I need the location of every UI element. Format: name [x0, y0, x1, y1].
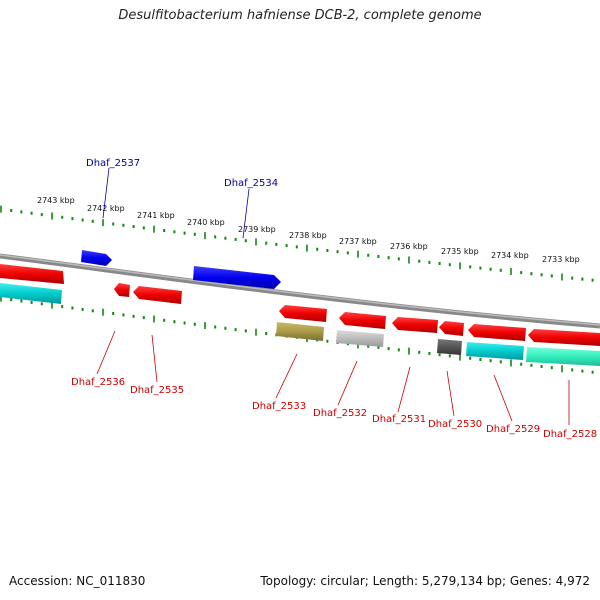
label-dhaf-2537[interactable]: Dhaf_2537 [86, 158, 140, 169]
gene-dhaf-2533[interactable] [279, 305, 327, 322]
gene-dhaf-2535[interactable] [133, 286, 182, 304]
gene-dhaf-2536[interactable] [114, 283, 130, 297]
tick-label-2735: 2735 kbp [441, 247, 479, 256]
ruler-labels: 2743 kbp 2742 kbp 2741 kbp 2740 kbp 2739… [37, 196, 580, 264]
label-leaders [96, 167, 570, 425]
tick-label-2733: 2733 kbp [542, 255, 580, 264]
tick-label-2739: 2739 kbp [238, 225, 276, 234]
gene-red-left-top[interactable] [0, 264, 64, 284]
forward-genes [0, 250, 281, 304]
tick-label-2740: 2740 kbp [187, 218, 225, 227]
gene-grey-2532[interactable] [336, 330, 384, 347]
label-dhaf-2528[interactable]: Dhaf_2528 [543, 429, 597, 440]
gene-labels: Dhaf_2537 Dhaf_2534 Dhaf_2536 Dhaf_2535 … [71, 158, 597, 440]
gene-dhaf-2529[interactable] [468, 324, 526, 341]
label-dhaf-2530[interactable]: Dhaf_2530 [428, 419, 482, 430]
outer-ruler-ticks [0, 205, 594, 282]
label-dhaf-2532[interactable]: Dhaf_2532 [313, 408, 367, 419]
genome-summary-text: Topology: circular; Length: 5,279,134 bp… [260, 574, 590, 588]
tick-label-2734: 2734 kbp [491, 251, 529, 260]
gene-cyan-left[interactable] [0, 283, 62, 304]
reverse-genes [114, 283, 600, 366]
tick-label-2738: 2738 kbp [289, 231, 327, 240]
gene-dhaf-2531[interactable] [392, 317, 438, 333]
label-dhaf-2536[interactable]: Dhaf_2536 [71, 377, 125, 388]
gene-dhaf-2537[interactable] [81, 250, 112, 266]
gene-dhaf-2534[interactable] [193, 266, 281, 289]
genome-backbone [0, 253, 600, 329]
label-dhaf-2535[interactable]: Dhaf_2535 [130, 385, 184, 396]
tick-label-2737: 2737 kbp [339, 237, 377, 246]
gene-dhaf-2528[interactable] [528, 329, 600, 346]
gene-darkgrey-2530[interactable] [437, 339, 462, 355]
gene-dhaf-2530[interactable] [439, 321, 464, 336]
label-dhaf-2529[interactable]: Dhaf_2529 [486, 424, 540, 435]
label-dhaf-2534[interactable]: Dhaf_2534 [224, 178, 278, 189]
tick-label-2743: 2743 kbp [37, 196, 75, 205]
tick-label-2736: 2736 kbp [390, 242, 428, 251]
map-title: Desulfitobacterium hafniense DCB-2, comp… [118, 8, 482, 23]
gene-dhaf-2532[interactable] [339, 312, 386, 329]
gene-olive-2533[interactable] [276, 322, 324, 341]
tick-label-2742: 2742 kbp [87, 204, 125, 213]
gene-aqua-2528[interactable] [526, 347, 600, 366]
tick-label-2741: 2741 kbp [137, 211, 175, 220]
label-dhaf-2533[interactable]: Dhaf_2533 [252, 401, 306, 412]
label-dhaf-2531[interactable]: Dhaf_2531 [372, 414, 426, 425]
accession-text: Accession: NC_011830 [9, 574, 146, 588]
gene-cyan-2529[interactable] [466, 342, 524, 360]
